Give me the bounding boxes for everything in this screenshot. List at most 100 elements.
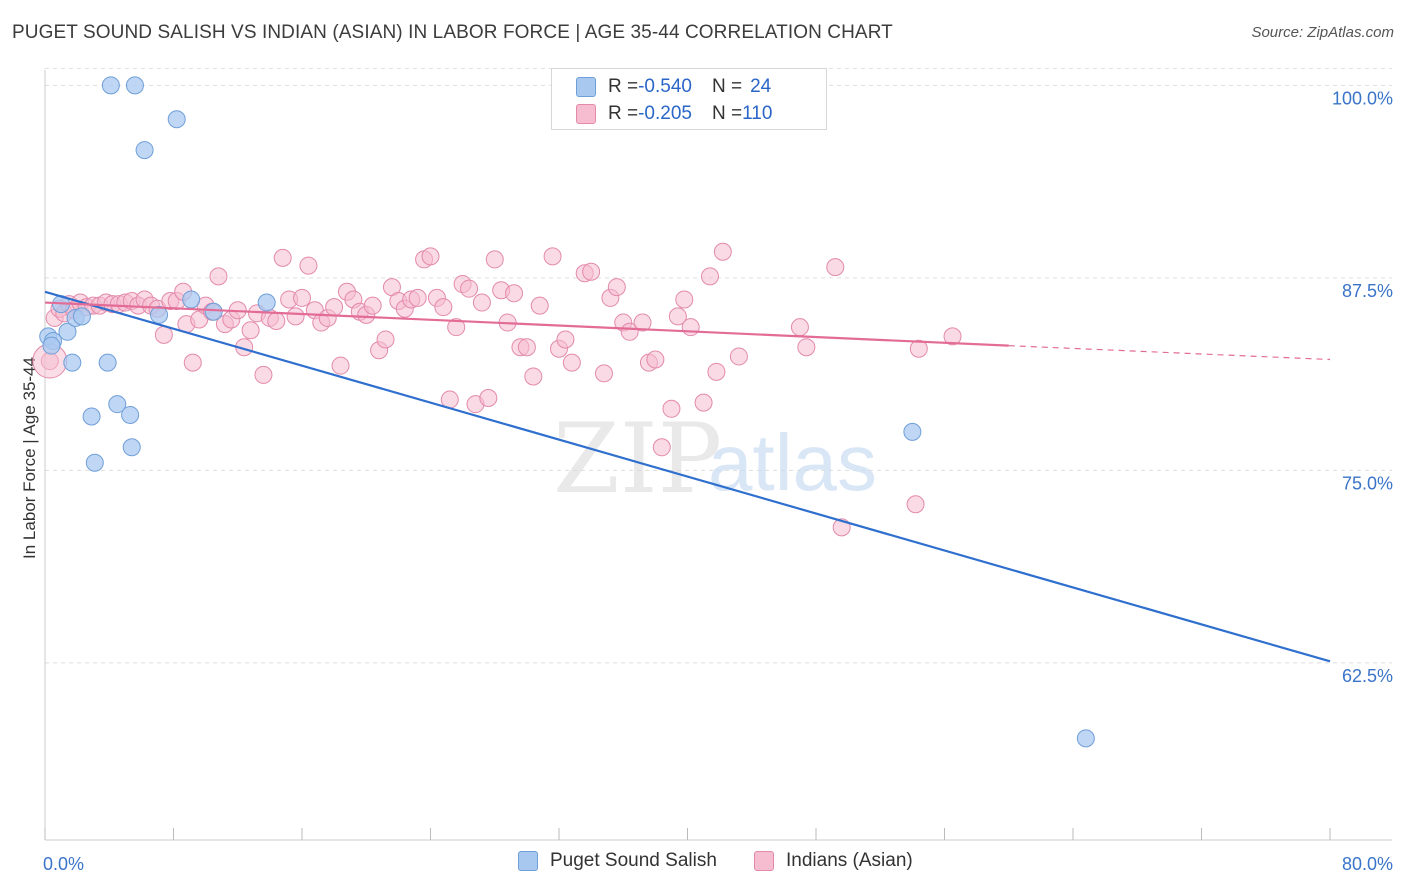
indian-point <box>556 330 575 349</box>
indian-point <box>299 256 318 275</box>
salish-point <box>101 76 120 95</box>
series-legend: Puget Sound Salish Indians (Asian) <box>0 850 1406 878</box>
legend-r-value: -0.205 <box>638 103 692 124</box>
indian-point <box>447 318 466 337</box>
salish-point <box>58 322 77 341</box>
salish-point <box>167 110 186 129</box>
indian-point <box>421 247 440 266</box>
indian-point <box>582 262 601 281</box>
salish-point <box>150 305 169 324</box>
indian-point <box>408 288 427 307</box>
indian-point <box>460 279 479 298</box>
watermark-atlas: atlas <box>708 418 877 507</box>
indian-point <box>517 338 536 357</box>
indian-point <box>594 364 613 383</box>
y-tick-label: 75.0% <box>1342 473 1393 493</box>
salish-point <box>1076 729 1095 748</box>
indian-point <box>209 267 228 286</box>
salish-point <box>72 307 91 326</box>
legend-row-salish: R = -0.540 N = 24 <box>576 74 771 100</box>
legend-item-indians: Indians (Asian) <box>754 850 913 872</box>
indian-point <box>331 356 350 375</box>
x-tick-label: 80.0% <box>1342 854 1393 874</box>
x-tick-label: 0.0% <box>43 854 84 874</box>
indian-point <box>826 258 845 277</box>
salish-point <box>98 353 117 372</box>
indian-point <box>154 325 173 344</box>
indian-point <box>254 365 273 384</box>
indian-point <box>524 367 543 386</box>
legend-label-indians: Indians (Asian) <box>786 850 913 871</box>
indian-point <box>293 288 311 307</box>
indian-point <box>273 248 292 267</box>
indian-point <box>505 284 524 303</box>
indian-point <box>241 321 260 340</box>
salish-point <box>108 395 127 414</box>
legend-n-label: N = <box>711 103 743 124</box>
indian-point <box>530 296 549 315</box>
indian-point <box>472 293 491 312</box>
indian-point <box>652 438 671 457</box>
indian-point <box>909 339 928 358</box>
salish-point <box>135 141 154 160</box>
legend-r-label: R = <box>608 76 639 97</box>
indian-point <box>790 318 809 337</box>
legend-n-value: 24 <box>750 76 772 97</box>
legend-n-value: 110 <box>742 103 773 124</box>
legend-r-label: R = <box>608 103 639 124</box>
indian-point <box>633 313 652 332</box>
legend-label-salish: Puget Sound Salish <box>550 850 717 871</box>
legend-r-value: -0.540 <box>638 76 692 97</box>
indian-point <box>183 353 202 372</box>
indian-point <box>668 307 687 326</box>
legend-row-indians: R = -0.205 N = 110 <box>576 101 772 127</box>
indian-point <box>729 347 748 366</box>
salish-point <box>182 290 201 309</box>
chart-title: PUGET SOUND SALISH VS INDIAN (ASIAN) IN … <box>12 22 893 43</box>
salish-point <box>42 336 61 355</box>
salish-point <box>122 438 141 457</box>
salish-point <box>204 302 223 321</box>
salish-point <box>257 293 276 312</box>
indian-point <box>479 389 498 408</box>
legend-swatch-blue <box>576 77 596 97</box>
indian-point <box>713 242 732 261</box>
salish-trendline <box>44 290 1331 663</box>
legend-n-label: N = <box>711 76 743 97</box>
salish-point <box>121 405 140 424</box>
indian-point <box>325 298 344 317</box>
indian-point <box>675 290 694 309</box>
salish-point <box>125 76 144 95</box>
indian-trendline-extension <box>1008 345 1331 361</box>
indian-point <box>543 247 562 266</box>
indian-point <box>485 250 504 269</box>
salish-point <box>85 453 104 472</box>
salish-point <box>82 407 101 426</box>
legend-swatch-pink <box>576 104 596 124</box>
indian-point <box>376 330 395 349</box>
indian-point <box>700 267 719 286</box>
source-credit: Source: ZipAtlas.com <box>1251 24 1394 41</box>
indian-point <box>267 312 286 331</box>
indian-point <box>943 327 962 346</box>
watermark-zip: ZIP <box>553 403 722 515</box>
indian-point <box>434 298 453 317</box>
indian-trendline <box>44 301 1009 347</box>
y-tick-label: 62.5% <box>1342 666 1393 686</box>
salish-point <box>903 422 922 441</box>
y-tick-label: 100.0% <box>1332 88 1393 108</box>
indian-point <box>363 296 382 315</box>
indian-point <box>286 307 305 326</box>
y-tick-label: 87.5% <box>1342 281 1393 301</box>
indian-point <box>562 353 581 372</box>
salish-point <box>63 353 82 372</box>
indian-point <box>681 318 700 337</box>
indian-point <box>707 362 726 381</box>
legend-swatch-blue <box>518 851 538 871</box>
indian-point <box>607 278 626 297</box>
indian-point <box>906 495 925 514</box>
legend-swatch-pink <box>754 851 774 871</box>
correlation-legend: R = -0.540 N = 24 R = -0.205 N = 110 <box>551 68 827 130</box>
indian-point <box>694 393 713 412</box>
